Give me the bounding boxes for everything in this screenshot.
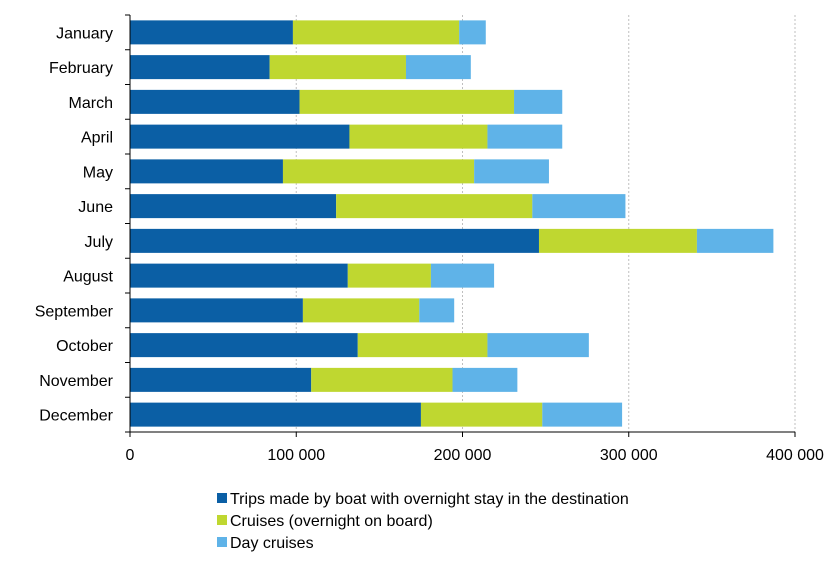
bars [130,20,774,427]
category-label: June [78,199,113,216]
category-label: April [81,130,113,147]
bar-segment [292,20,460,45]
x-tick-label: 0 [126,447,135,464]
x-tick-label: 300 000 [600,447,658,464]
category-label: February [49,60,113,77]
bar-segment [696,228,774,253]
legend-label: Cruises (overnight on board) [230,513,433,530]
bar-segment [532,194,626,219]
x-tick-labels: 0 100 000 200 000 300 000 400 000 [126,447,824,464]
bar-segment [538,228,697,253]
bar-segment [430,263,495,288]
bar-segment [130,367,312,392]
bar-segment [347,263,431,288]
bar-segment [130,402,421,427]
category-label: December [39,408,113,425]
bar-segment [302,298,420,323]
bar-segment [420,402,543,427]
legend-swatch [217,537,227,547]
bar-segment [487,124,563,149]
bar-segment [269,55,406,80]
legend-label: Trips made by boat with overnight stay i… [230,491,629,508]
axes [125,14,796,437]
bar-segment [130,194,337,219]
legend-swatch [217,493,227,503]
bar-segment [405,55,471,80]
category-label: January [56,25,113,42]
bar-segment [130,263,348,288]
bar-segment [130,298,303,323]
bar-segment [459,20,486,45]
bar-segment [130,228,539,253]
bar-segment [452,367,518,392]
category-label: August [63,269,113,286]
category-label: September [35,303,114,320]
x-tick-label: 100 000 [267,447,325,464]
bar-segment [474,159,549,184]
legend-swatch [217,515,227,525]
category-label: May [83,164,113,181]
bar-segment [130,124,350,149]
x-tick-label: 400 000 [766,447,824,464]
legend-label: Day cruises [230,535,314,552]
grid-lines [295,15,796,432]
bar-segment [311,367,453,392]
category-labels: January February March April May June July Augu… [35,25,114,424]
legend: Trips made by boat with overnight stay i… [217,491,629,552]
category-label: March [69,95,113,112]
bar-segment [487,333,589,358]
bar-segment [419,298,455,323]
x-tick-label: 200 000 [434,447,492,464]
bar-segment [282,159,475,184]
bar-segment [130,55,270,80]
bar-segment [349,124,488,149]
category-label: November [39,373,113,390]
bar-segment [336,194,533,219]
bar-segment [130,20,293,45]
bar-segment [130,333,358,358]
bar-segment [542,402,623,427]
bar-segment [130,89,300,114]
bar-segment [357,333,488,358]
category-label: October [56,338,114,355]
bar-segment [299,89,515,114]
category-label: July [85,234,113,251]
bar-segment [514,89,563,114]
bar-segment [130,159,283,184]
